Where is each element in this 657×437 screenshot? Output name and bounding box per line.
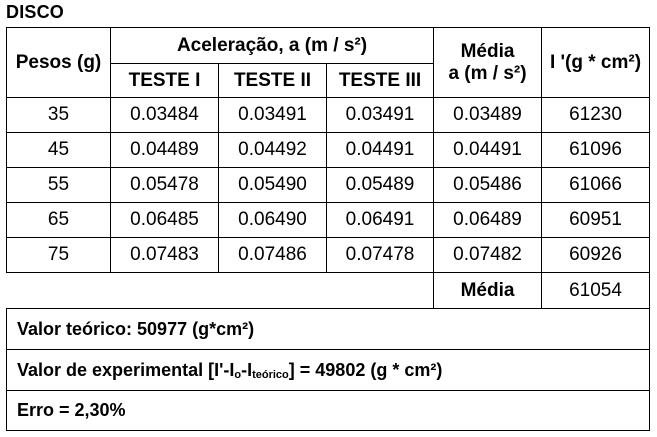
cell-inertia: 60951 [541,202,650,238]
cell-media: 0.04491 [433,132,542,168]
table-title: DISCO [6,2,65,22]
cell-peso: 45 [6,132,111,168]
cell-teste-2: 0.05490 [218,167,327,203]
valor-teorico: Valor teórico: 50977 (g*cm²) [6,308,650,350]
cell-media: 0.03489 [433,97,542,133]
header-media-line2: a (m / s²) [448,62,527,84]
cell-teste-3: 0.03491 [326,97,434,133]
valor-experimental: Valor de experimental [I'-Io-Iteórico] =… [6,349,650,391]
cell-teste-1: 0.03484 [110,97,219,133]
erro: Erro = 2,30% [6,390,650,431]
cell-media: 0.07482 [433,237,542,273]
cell-teste-3: 0.06491 [326,202,434,238]
table-row: 45 0.04489 0.04492 0.04491 0.04491 61096 [6,132,650,168]
header-inertia: I '(g * cm²) [541,27,650,98]
cell-teste-2: 0.06490 [218,202,327,238]
cell-media: 0.06489 [433,202,542,238]
cell-inertia: 61096 [541,132,650,168]
cell-peso: 55 [6,167,111,203]
cell-inertia: 60926 [541,237,650,273]
cell-teste-1: 0.04489 [110,132,219,168]
cell-teste-3: 0.07478 [326,237,434,273]
cell-teste-2: 0.07486 [218,237,327,273]
cell-teste-1: 0.06485 [110,202,219,238]
results-table: Pesos (g) Aceleração, a (m / s²) Média a… [6,27,650,431]
header-teste-3: TESTE III [326,63,434,98]
cell-teste-3: 0.04491 [326,132,434,168]
cell-peso: 35 [6,97,111,133]
header-aceleracao: Aceleração, a (m / s²) [110,27,434,64]
media-label: Média [433,272,542,309]
header-media-line1: Média [460,40,515,62]
media-row: Média 61054 [7,272,650,309]
cell-inertia: 61066 [541,167,650,203]
header-media: Média a (m / s²) [433,27,542,98]
cell-teste-1: 0.07483 [110,237,219,273]
cell-teste-2: 0.04492 [218,132,327,168]
header-pesos: Pesos (g) [6,27,111,98]
cell-media: 0.05486 [433,167,542,203]
cell-teste-2: 0.03491 [218,97,327,133]
cell-teste-3: 0.05489 [326,167,434,203]
media-value: 61054 [541,272,650,309]
table-row: 75 0.07483 0.07486 0.07478 0.07482 60926 [6,237,650,273]
cell-peso: 65 [6,202,111,238]
cell-inertia: 61230 [541,97,650,133]
table-row: 55 0.05478 0.05490 0.05489 0.05486 61066 [6,167,650,203]
cell-teste-1: 0.05478 [110,167,219,203]
table-row: 35 0.03484 0.03491 0.03491 0.03489 61230 [6,97,650,133]
header-teste-2: TESTE II [218,63,327,98]
cell-peso: 75 [6,237,111,273]
header-teste-1: TESTE I [110,63,219,98]
table-row: 65 0.06485 0.06490 0.06491 0.06489 60951 [6,202,650,238]
